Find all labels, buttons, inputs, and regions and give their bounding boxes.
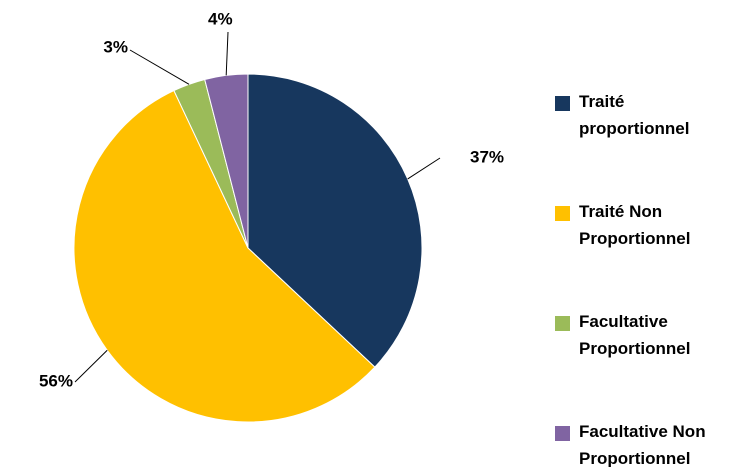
legend-item: Traité Non Proportionnel [555, 202, 730, 252]
legend-item: Facultative Proportionnel [555, 312, 730, 362]
legend-item: Traité proportionnel [555, 92, 730, 142]
leader-line [74, 349, 108, 383]
legend-swatch [555, 96, 570, 111]
data-label: 56% [39, 371, 73, 390]
leader-line [407, 157, 441, 180]
legend-label: Traité Non Proportionnel [579, 202, 691, 248]
pie-slice [73, 89, 376, 423]
data-label: 3% [103, 37, 128, 56]
pie-slice [247, 73, 423, 368]
legend-swatch [555, 316, 570, 331]
legend-label: Facultative Non Proportionnel [579, 422, 706, 467]
leader-line [225, 31, 229, 76]
legend-swatch [555, 206, 570, 221]
data-label: 37% [470, 147, 504, 166]
legend-label: Traité proportionnel [579, 92, 690, 138]
data-label: 4% [208, 9, 233, 28]
legend-label: Facultative Proportionnel [579, 312, 691, 358]
leader-line [129, 49, 190, 85]
legend-swatch [555, 426, 570, 441]
legend-item: Facultative Non Proportionnel [555, 422, 730, 467]
